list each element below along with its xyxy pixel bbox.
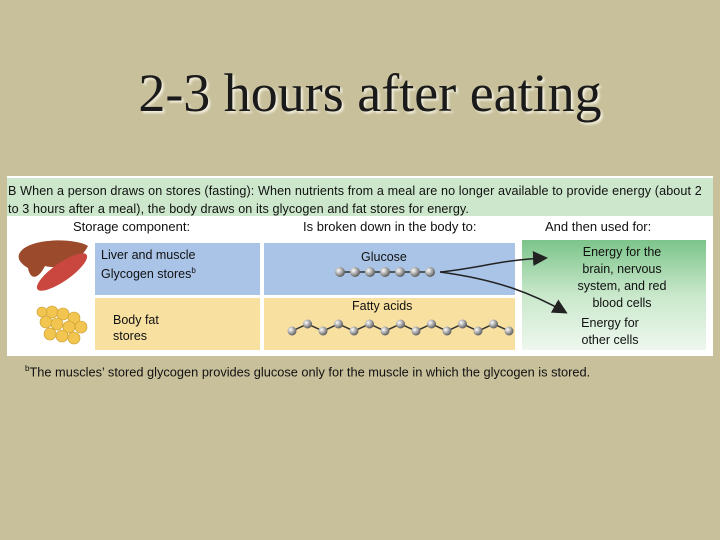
bead bbox=[334, 319, 343, 329]
caption-band bbox=[7, 178, 713, 216]
bead bbox=[410, 267, 420, 277]
use-box bbox=[522, 240, 706, 350]
bead bbox=[350, 267, 360, 277]
bead bbox=[395, 267, 405, 277]
bead bbox=[489, 319, 498, 329]
bead bbox=[442, 326, 452, 336]
bead bbox=[365, 267, 375, 277]
row-band bbox=[264, 243, 515, 295]
bead bbox=[473, 326, 483, 336]
fatty-acid-chain bbox=[287, 319, 514, 336]
bead bbox=[303, 319, 312, 329]
bead bbox=[335, 267, 345, 277]
use-label: Energy for other cells bbox=[581, 316, 639, 347]
product-label: Glucose bbox=[361, 250, 407, 264]
row-band bbox=[95, 243, 260, 295]
bead bbox=[349, 326, 359, 336]
bead bbox=[380, 267, 390, 277]
product-label: Fatty acids bbox=[352, 299, 413, 313]
footnote-mark: b bbox=[191, 266, 196, 275]
footnote-text: The muscles’ stored glycogen provides gl… bbox=[29, 364, 591, 380]
row-band bbox=[95, 298, 260, 350]
storage-text: Liver and muscle Glycogen stores bbox=[101, 248, 196, 282]
bead bbox=[504, 326, 514, 336]
storage-label: Liver and muscle Glycogen storesb bbox=[101, 247, 226, 282]
fat-icon bbox=[36, 305, 88, 345]
glucose-chain bbox=[335, 267, 435, 277]
bead bbox=[380, 326, 390, 336]
footnote-mark: b bbox=[25, 364, 30, 373]
column-header: Is broken down in the body to: bbox=[303, 219, 477, 234]
storage-label: Body fat stores bbox=[113, 313, 159, 343]
bead bbox=[425, 267, 435, 277]
bead bbox=[411, 326, 421, 336]
liver-icon bbox=[18, 240, 88, 277]
caption: B When a person draws on stores (fasting… bbox=[8, 184, 702, 216]
bead bbox=[365, 319, 374, 329]
muscle-icon bbox=[36, 253, 88, 291]
column-header: Storage component: bbox=[73, 219, 191, 234]
arrow bbox=[439, 251, 548, 273]
footnote: bThe muscles’ stored glycogen provides g… bbox=[25, 364, 590, 379]
use-label: Energy for the brain, nervous system, an… bbox=[577, 245, 667, 310]
column-header: And then used for: bbox=[545, 219, 652, 234]
slide-title: 2-3 hours after eating bbox=[138, 63, 602, 123]
bead bbox=[396, 319, 405, 329]
arrow bbox=[439, 271, 568, 314]
bead bbox=[427, 319, 436, 329]
bead bbox=[318, 326, 328, 336]
bead bbox=[287, 326, 297, 336]
bead bbox=[458, 319, 467, 329]
